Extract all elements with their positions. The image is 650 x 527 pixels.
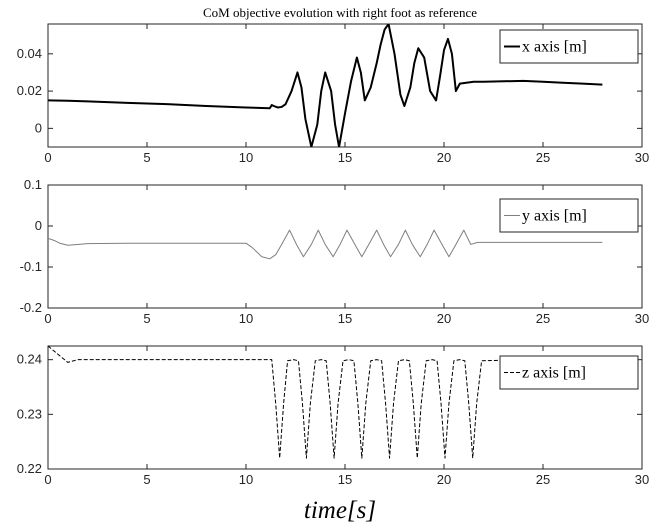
y-tick-label: 0.1: [24, 177, 42, 192]
legend-label: z axis [m]: [522, 365, 586, 382]
legend: z axis [m]: [499, 355, 639, 390]
series-line-1: [48, 346, 603, 459]
x-tick-label: 20: [437, 311, 451, 326]
x-tick-label: 0: [44, 472, 51, 487]
y-tick-label: 0: [35, 120, 42, 135]
subplot-1: 0 5 10 15 20 25 30 0 0.02 0.04 x axis [m]: [17, 23, 649, 165]
y-tick-label: 0.24: [17, 352, 42, 367]
y-tick-label: -0.1: [20, 259, 42, 274]
x-tick-label: 0: [44, 311, 51, 326]
legend-box: [499, 198, 639, 233]
series-line-1: [48, 24, 603, 147]
x-tick-label: 5: [143, 311, 150, 326]
x-tick-label: 5: [143, 472, 150, 487]
y-tick-label: 0.22: [17, 461, 42, 476]
legend-box: [499, 355, 639, 390]
y-tick-label: 0.02: [17, 83, 42, 98]
legend-label: x axis [m]: [522, 39, 587, 56]
x-tick-label: 10: [239, 311, 253, 326]
x-tick-label: 10: [239, 150, 253, 165]
x-tick-label: 25: [536, 472, 550, 487]
x-tick-label: 15: [338, 150, 352, 165]
x-axis-label: time[s]: [304, 497, 376, 524]
x-tick-label: 0: [44, 150, 51, 165]
x-tick-label: 25: [536, 311, 550, 326]
x-tick-label: 30: [635, 150, 649, 165]
y-tick-label: 0.23: [17, 406, 42, 421]
legend-label: y axis [m]: [522, 208, 587, 225]
subplot-3: 0 5 10 15 20 25 30 0.22 0.23 0.24 z axis [m]: [17, 345, 649, 487]
x-tick-label: 5: [143, 150, 150, 165]
subplot-2: 0 5 10 15 20 25 30 -0.2 -0.1 0 0.1 y axis [m]: [20, 177, 650, 326]
legend: x axis [m]: [499, 29, 639, 64]
x-tick-label: 15: [338, 311, 352, 326]
x-tick-label: 30: [635, 472, 649, 487]
series-line-1: [48, 229, 603, 260]
y-tick-label: 0: [35, 218, 42, 233]
subplots: 0 5 10 15 20 25 30 0 0.02 0.04 x axis [m] 0 5 10 15 20 2…: [17, 23, 650, 487]
legend-box: [499, 29, 639, 64]
legend: y axis [m]: [499, 198, 639, 233]
chart-title: CoM objective evolution with right foot …: [203, 5, 477, 20]
y-tick-label: -0.2: [20, 300, 42, 315]
x-tick-label: 10: [239, 472, 253, 487]
x-tick-label: 20: [437, 150, 451, 165]
x-tick-label: 20: [437, 472, 451, 487]
y-tick-label: 0.04: [17, 46, 42, 61]
x-tick-label: 25: [536, 150, 550, 165]
x-tick-label: 30: [635, 311, 649, 326]
x-tick-label: 15: [338, 472, 352, 487]
